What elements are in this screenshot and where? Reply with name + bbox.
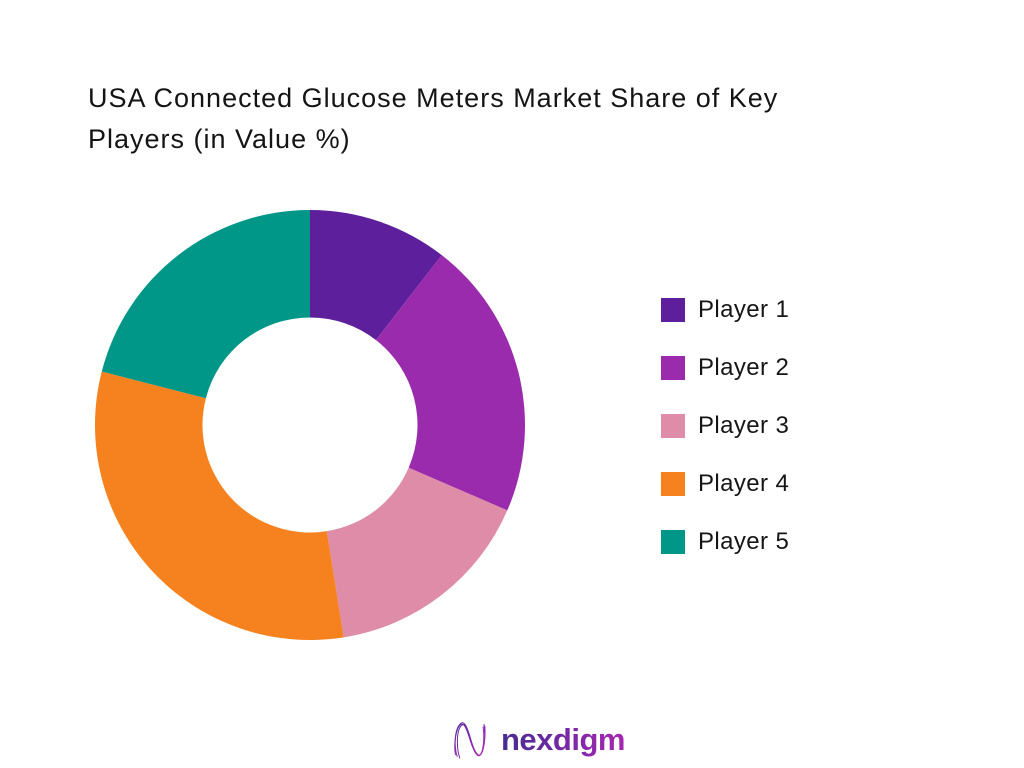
nexdigm-logo-icon [454, 722, 486, 759]
donut-segment-player-1 [310, 210, 442, 341]
legend: Player 1 Player 2 Player 3 Player 4 Play… [661, 295, 790, 555]
legend-swatch-player-1 [661, 297, 685, 322]
legend-swatch-player-5 [661, 529, 685, 554]
legend-label-player-3: Player 3 [698, 411, 790, 439]
legend-swatch-player-4 [661, 471, 685, 496]
donut-segment-player-4 [95, 371, 344, 640]
donut-chart [95, 210, 525, 640]
chart-title-line-2: Players (in Value %) [88, 124, 351, 154]
legend-swatch-player-3 [661, 413, 685, 438]
legend-item-player-2: Player 2 [661, 353, 790, 381]
nexdigm-wordmark: nexdigm [501, 724, 625, 761]
nexdigm-logo: nexdigm [452, 719, 625, 761]
chart-title-line-1: USA Connected Glucose Meters Market Shar… [88, 83, 779, 113]
legend-label-player-5: Player 5 [698, 527, 790, 555]
legend-swatch-player-2 [661, 355, 685, 380]
legend-label-player-1: Player 1 [698, 295, 790, 323]
legend-item-player-3: Player 3 [661, 411, 790, 439]
chart-title: USA Connected Glucose Meters Market Shar… [88, 78, 988, 160]
donut-segment-player-5 [101, 210, 310, 399]
legend-label-player-2: Player 2 [698, 353, 790, 381]
legend-item-player-4: Player 4 [661, 469, 790, 497]
donut-segment-player-3 [326, 467, 508, 638]
legend-item-player-5: Player 5 [661, 527, 790, 555]
legend-item-player-1: Player 1 [661, 295, 790, 323]
donut-segment-player-2 [375, 255, 525, 511]
legend-label-player-4: Player 4 [698, 469, 790, 497]
